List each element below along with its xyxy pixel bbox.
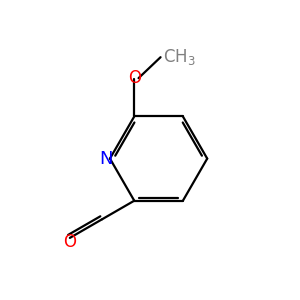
Text: O: O [128,69,141,87]
Text: O: O [63,233,76,251]
Text: CH$_3$: CH$_3$ [164,46,196,67]
Text: N: N [100,150,113,168]
